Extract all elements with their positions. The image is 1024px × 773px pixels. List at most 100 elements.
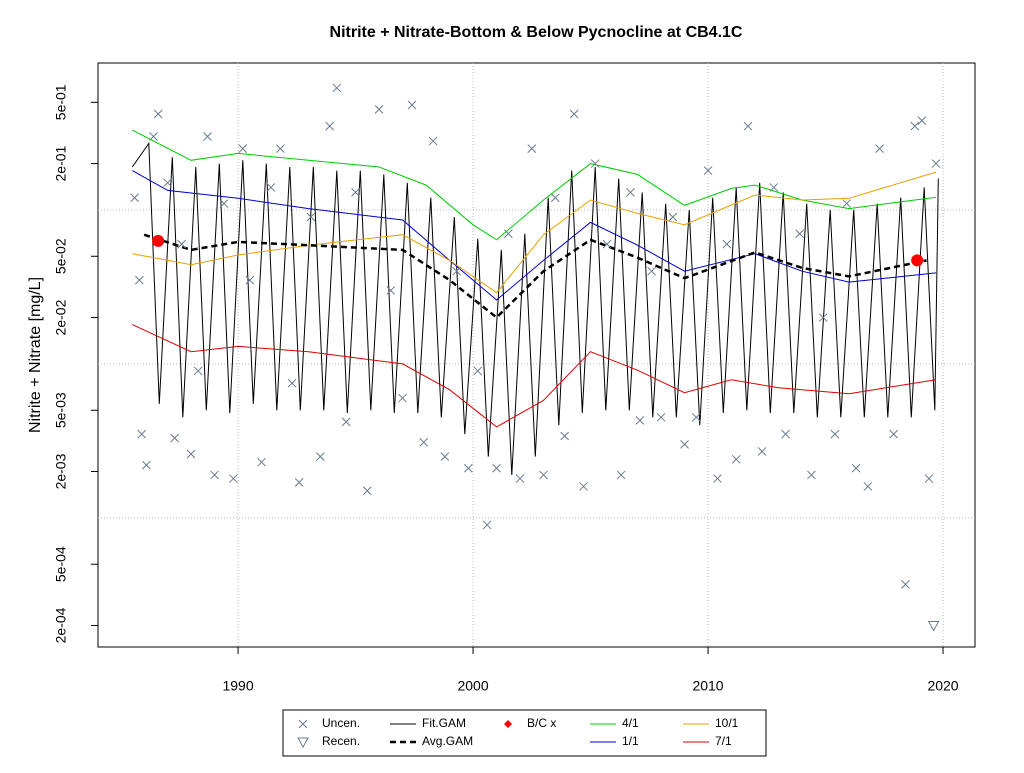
x-tick-label: 2020 — [927, 678, 958, 694]
legend-item: Fit.GAM — [390, 716, 466, 730]
point — [170, 433, 179, 443]
point — [917, 116, 927, 126]
point — [163, 178, 172, 188]
point — [691, 412, 701, 422]
legend-label: 4/1 — [622, 716, 639, 730]
y-axis-label: Nitrite + Nitrate [mg/L] — [27, 277, 44, 433]
point — [503, 229, 513, 239]
point — [245, 275, 255, 285]
point — [452, 266, 461, 276]
point — [440, 452, 450, 461]
point — [910, 121, 920, 131]
point — [219, 199, 229, 208]
point — [386, 286, 396, 295]
point — [781, 429, 790, 439]
point — [374, 104, 384, 114]
point — [398, 393, 407, 403]
point — [635, 415, 645, 425]
y-tick-label: 2e-02 — [53, 299, 69, 335]
point — [731, 454, 741, 464]
point — [482, 520, 492, 530]
point — [769, 183, 779, 192]
point — [931, 159, 941, 168]
legend-item: 10/1 — [683, 716, 739, 730]
legend-item: 7/1 — [683, 734, 732, 748]
point — [152, 234, 165, 247]
point — [287, 378, 297, 388]
point — [130, 193, 140, 203]
legend-swatch — [297, 737, 309, 749]
legend-label: 7/1 — [715, 734, 732, 748]
point — [647, 266, 657, 276]
point — [210, 470, 219, 480]
point — [924, 474, 934, 483]
point — [590, 159, 600, 168]
point — [149, 132, 158, 141]
point — [842, 199, 852, 208]
point — [668, 212, 678, 222]
point — [851, 463, 861, 473]
legend-label: 10/1 — [715, 716, 739, 730]
point — [137, 429, 147, 439]
legend-item: Avg.GAM — [390, 734, 473, 748]
point — [238, 144, 248, 154]
point — [186, 449, 196, 459]
point — [889, 429, 899, 439]
point — [680, 440, 689, 449]
point — [569, 109, 579, 119]
point — [656, 412, 666, 422]
point — [306, 212, 316, 222]
plot-frame — [97, 62, 976, 648]
point — [315, 452, 325, 461]
point — [927, 620, 940, 632]
series-line — [132, 324, 937, 428]
y-tick-label: 5e-01 — [53, 84, 69, 120]
point — [550, 193, 560, 203]
legend-label: 1/1 — [622, 734, 639, 748]
series-line — [132, 171, 937, 294]
point — [863, 482, 873, 491]
point — [135, 275, 144, 285]
legend-box — [282, 709, 767, 757]
series-line — [143, 233, 927, 320]
legend-item: Uncen. — [298, 716, 360, 730]
legend-swatch — [298, 719, 308, 729]
legend-label: Avg.GAM — [422, 734, 473, 748]
legend-label: Recen. — [322, 734, 360, 748]
point — [419, 437, 429, 447]
point — [407, 100, 417, 110]
y-tick-label: 5e-04 — [53, 546, 69, 582]
point — [492, 463, 501, 473]
point — [560, 431, 570, 441]
legend-label: B/C x — [527, 716, 556, 730]
point — [818, 313, 828, 322]
point — [153, 109, 163, 119]
point — [743, 121, 753, 131]
chart-title: Nitrite + Nitrate-Bottom & Below Pycnocl… — [330, 24, 743, 41]
point — [362, 486, 372, 496]
legend-label: Fit.GAM — [422, 716, 466, 730]
point — [332, 83, 342, 93]
series-line — [132, 170, 937, 301]
x-tick-label: 2000 — [457, 678, 488, 694]
point — [795, 229, 805, 239]
point — [722, 239, 732, 249]
point — [266, 183, 276, 192]
point — [428, 136, 438, 146]
point — [830, 429, 840, 439]
point — [203, 132, 212, 141]
y-tick-label: 5e-03 — [53, 392, 69, 428]
point — [875, 144, 884, 154]
y-tick-label: 2e-03 — [53, 453, 69, 489]
point — [257, 457, 266, 467]
legend-item: Recen. — [297, 734, 360, 749]
series-line — [131, 142, 939, 476]
y-tick-label: 2e-04 — [53, 607, 69, 643]
point — [602, 239, 612, 249]
point — [807, 470, 816, 480]
point — [341, 417, 351, 427]
legend-item: 1/1 — [590, 734, 639, 748]
point — [713, 474, 722, 483]
legend-swatch — [504, 720, 512, 728]
